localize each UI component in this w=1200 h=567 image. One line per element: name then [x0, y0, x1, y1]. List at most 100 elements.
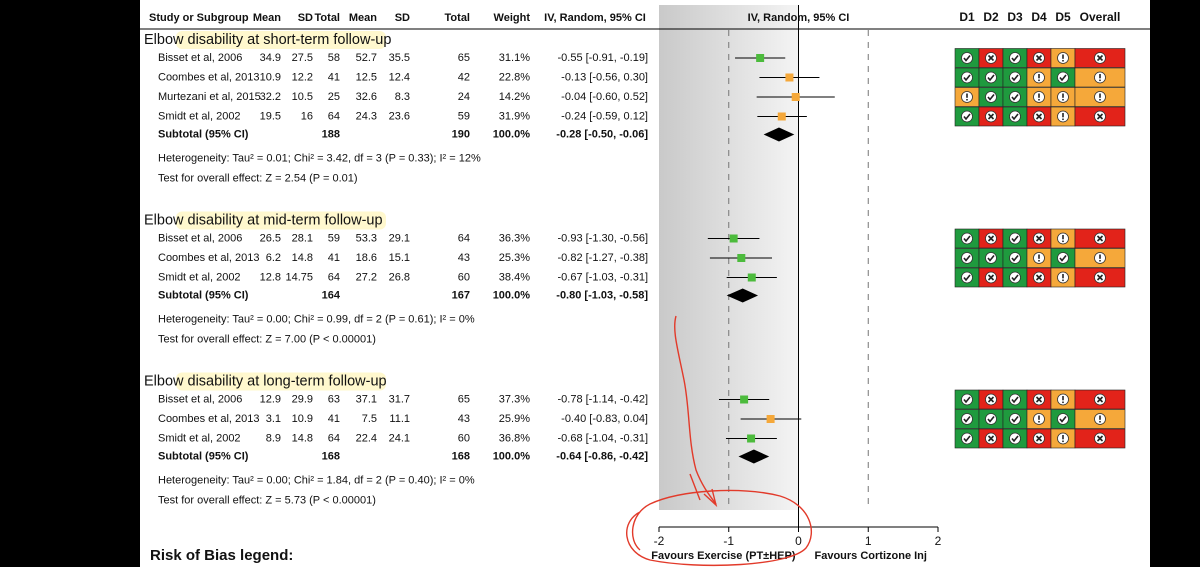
rob-icon	[961, 432, 973, 445]
study-name: Coombes et al, 2013	[158, 252, 260, 264]
rob-icon-check	[1011, 416, 1019, 423]
table-value: 12.9	[260, 393, 281, 405]
subtotal-label: Subtotal (95% CI)	[158, 450, 249, 462]
subtotal-diamond	[738, 449, 770, 464]
x-tick-label: -2	[654, 534, 665, 548]
table-value: 64	[328, 110, 340, 122]
table-value: 6.2	[266, 252, 281, 264]
effect-square	[777, 112, 786, 121]
rob-icon	[1094, 91, 1106, 103]
weight: 14.2%	[499, 91, 530, 103]
rob-icon	[961, 232, 973, 245]
rob-icon	[985, 71, 997, 84]
effect-square	[756, 54, 765, 62]
rob-icon-dot	[1038, 259, 1040, 262]
rob-icon	[1033, 271, 1045, 284]
annotation-stroke	[674, 315, 717, 505]
rob-icon	[961, 110, 973, 123]
table-value: 34.9	[260, 52, 281, 64]
table-value: 12.4	[389, 71, 410, 83]
left-dark-bar	[0, 0, 140, 567]
subtotal-total: 167	[452, 289, 470, 301]
ci-label: -0.68 [-1.04, -0.31]	[558, 432, 649, 444]
subtotal-ci-label: -0.28 [-0.50, -0.06]	[556, 128, 648, 140]
rob-icon	[1033, 232, 1045, 245]
table-value: 41	[328, 71, 340, 83]
rob-icon	[1033, 52, 1045, 64]
rob-icon-cross	[987, 396, 995, 403]
annotation-arrow	[703, 488, 718, 508]
ci-label: -0.40 [-0.83, 0.04]	[561, 413, 648, 425]
study-name: Coombes et al, 2013	[158, 71, 260, 83]
weight: 36.8%	[499, 432, 530, 444]
rob-icon	[1033, 91, 1045, 103]
table-value: 24.1	[389, 432, 410, 444]
table-value: 58	[328, 52, 340, 64]
table-value: 29.1	[389, 232, 410, 244]
table-value: 10.9	[292, 413, 313, 425]
rob-icon-check	[963, 396, 971, 404]
rob-icon	[961, 393, 973, 406]
rob-icon	[1057, 71, 1069, 84]
rob-icon	[1009, 432, 1021, 445]
table-value: 10.9	[260, 71, 281, 83]
rob-icon-check	[963, 113, 971, 121]
table-value: 27.2	[356, 271, 377, 283]
ci-label: -0.93 [-1.30, -0.56]	[558, 232, 649, 244]
rob-icon	[1057, 110, 1069, 123]
rob-icon-cross	[1096, 54, 1104, 62]
rob-icon-check	[963, 74, 971, 82]
rob-icon-cross	[1096, 235, 1104, 242]
x-tick-label: -1	[723, 534, 734, 548]
subtotal-diamond	[763, 127, 795, 142]
table-value: 65	[458, 52, 470, 64]
subtotal-total: 168	[322, 450, 340, 462]
rob-icon-check	[987, 255, 995, 262]
subtotal-ci-label: -0.64 [-0.86, -0.42]	[556, 450, 648, 462]
rob-icon-cross	[1035, 435, 1043, 442]
column-header: SD	[298, 12, 313, 24]
weight: 25.9%	[499, 413, 530, 425]
rob-icon	[1057, 432, 1069, 445]
effect-square	[785, 73, 794, 82]
table-value: 26.5	[260, 232, 281, 244]
rob-icon	[1094, 232, 1106, 245]
handwritten-annotation	[626, 315, 812, 567]
rob-icon	[1033, 252, 1045, 264]
table-value: 23.6	[389, 110, 410, 122]
rob-icon-dot	[1062, 279, 1064, 282]
table-value: 19.5	[260, 110, 281, 122]
rob-icon	[1009, 71, 1021, 84]
weight: 22.8%	[499, 71, 530, 83]
table-value: 24	[458, 91, 470, 103]
heterogeneity: Heterogeneity: Tau² = 0.00; Chi² = 1.84,…	[158, 474, 475, 486]
table-value: 14.8	[292, 432, 313, 444]
ci-label: -0.67 [-1.03, -0.31]	[558, 271, 649, 283]
rob-icon-dot	[1099, 98, 1101, 101]
rob-icon-check	[963, 235, 971, 243]
rob-icon-check	[1011, 74, 1019, 82]
rob-icon-check	[963, 255, 971, 262]
rob-icon	[1057, 413, 1069, 425]
rob-icon	[1094, 110, 1106, 123]
x-label-left: Favours Exercise (PT±HEP)	[651, 550, 796, 562]
rob-icon-cross	[987, 274, 995, 281]
table-value: 64	[328, 271, 340, 283]
rob-icon	[1057, 271, 1069, 284]
table-value: 10.5	[292, 91, 313, 103]
effect-square	[791, 93, 800, 101]
rob-icon-check	[1059, 255, 1067, 262]
subtotal-label: Subtotal (95% CI)	[158, 128, 249, 140]
rob-icon	[1033, 71, 1045, 84]
table-value: 29.9	[292, 393, 313, 405]
rob-icon-dot	[1099, 420, 1101, 423]
rob-icon-dot	[1062, 98, 1064, 101]
table-value: 8.9	[266, 432, 281, 444]
rob-icon-check	[1011, 55, 1019, 62]
ci-label: -0.24 [-0.59, 0.12]	[561, 110, 648, 122]
table-value: 12.5	[356, 71, 377, 83]
rob-icon-check	[963, 274, 971, 282]
x-label-right: Favours Cortizone Inj	[815, 550, 927, 562]
rob-icon-check	[963, 416, 971, 423]
overall-effect: Test for overall effect: Z = 2.54 (P = 0…	[158, 172, 358, 184]
